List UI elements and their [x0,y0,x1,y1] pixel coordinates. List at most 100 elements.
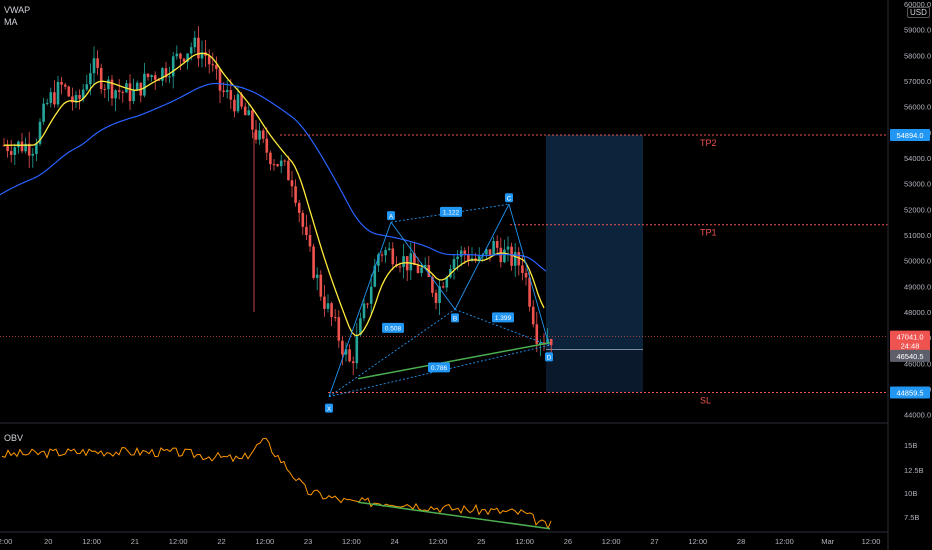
candle-body [60,81,63,85]
entry-price-tag-text: 46540.5 [896,352,923,361]
leg-cd[interactable] [508,204,550,346]
candle-body [348,349,351,362]
leg-ab[interactable] [390,221,456,310]
candle-body [373,265,377,287]
time-tick-label: 12:00 [82,537,101,546]
loss-zone[interactable] [546,349,643,393]
ma-indicator-label[interactable]: MA [4,17,18,27]
candle-body [200,52,204,59]
candle-body [330,303,333,317]
price-tick-label: 52000.0 [904,205,931,214]
candle-body [197,37,200,59]
obv-pane [1,437,552,530]
candle-body [542,342,546,344]
candle-body [71,96,74,103]
candle-body [153,75,157,80]
ratio-label-text: 1.122 [443,209,460,216]
candle-body [416,265,420,273]
indicator-lines [0,52,547,337]
vwap-line [4,52,545,337]
time-tick-label: 12:00 [169,537,188,546]
time-tick-label: 26 [564,537,572,546]
vwap-indicator-label[interactable]: VWAP [4,5,31,15]
pattern-point-b[interactable] [451,313,459,323]
ratio-line-bd[interactable] [454,308,550,346]
candle-body [99,67,103,90]
obv-tick-label: 10B [904,489,917,498]
price-divergence-line[interactable] [357,342,551,380]
candle-body [485,249,488,255]
time-axis[interactable]: 2:00 20 12:00 21 12:00 22 12:00 23 12:00 24 12:00 2… [0,537,880,546]
candle-body [146,73,150,78]
sl-label: SL [700,396,711,406]
time-tick-label: 12:00 [862,537,881,546]
long-position-zone[interactable] [546,135,643,393]
candle-body [488,249,492,256]
candle-body [535,324,539,345]
candle-body [549,338,553,346]
pattern-point-d[interactable] [545,352,553,362]
candle-body [341,340,344,355]
time-tick-label: Mar [821,537,834,546]
pattern-point-x[interactable] [325,403,333,413]
time-tick-label: 22 [217,537,225,546]
candle-body [362,303,366,319]
tp2-label: TP2 [700,138,717,148]
candle-body [186,53,189,62]
candle-body [528,277,531,307]
candle-body [323,296,326,309]
ratio-label-box[interactable] [440,206,462,217]
sl-price-tag [890,386,930,399]
pattern-point-label: X [327,406,332,413]
sl-price-tag-text: 44859.5 [896,389,923,398]
harmonic-pattern[interactable]: X A B C D 1.122 0.508 1.399 0.786 [325,193,553,413]
time-tick-label: 25 [477,537,485,546]
candle-body [92,58,96,74]
obv-indicator-label[interactable]: OBV [4,433,24,443]
time-tick-label: 12:00 [255,537,274,546]
candle-body [35,143,38,154]
candle-body [78,95,81,99]
candle-body [132,90,135,102]
candle-body [434,292,438,303]
pattern-point-c[interactable] [505,193,513,203]
candle-body [366,303,369,305]
time-tick-label: 21 [131,537,139,546]
leg-bc[interactable] [454,203,510,310]
ratio-label-box[interactable] [492,312,514,323]
candle-body [128,83,132,102]
ratio-line-xb[interactable] [328,309,456,398]
candle-body [74,95,78,103]
currency-label[interactable]: USD [907,7,930,18]
candle-body [211,64,215,66]
ratio-label-box[interactable] [428,362,450,373]
price-tick-label: 50000.0 [904,257,931,266]
candle-body [524,272,528,278]
ratio-label-box[interactable] [382,322,404,333]
tp1-label: TP1 [700,228,717,238]
candle-body [182,58,186,62]
time-tick-label: 20 [44,537,52,546]
pattern-point-a[interactable] [387,211,395,221]
candle-body [503,249,506,263]
leg-xa[interactable] [328,221,392,397]
candle-body [445,277,449,288]
profit-zone[interactable] [546,135,643,350]
pattern-point-label: A [389,213,394,220]
candle-body [351,361,355,364]
pattern-point-label: B [453,316,457,323]
candle-body [495,241,499,248]
candle-body [9,151,13,155]
candle-body [236,94,240,112]
candle-body [53,92,56,105]
candle-body [207,55,211,65]
price-tick-label: 46000.0 [904,359,931,368]
price-tick-label: 53000.0 [904,180,931,189]
candle-body [31,153,35,156]
price-tick-label: 58000.0 [904,51,931,60]
candle-body [312,246,315,278]
obv-divergence-line[interactable] [357,501,551,530]
price-tick-label: 44000.0 [904,411,931,420]
candle-body [492,241,495,256]
